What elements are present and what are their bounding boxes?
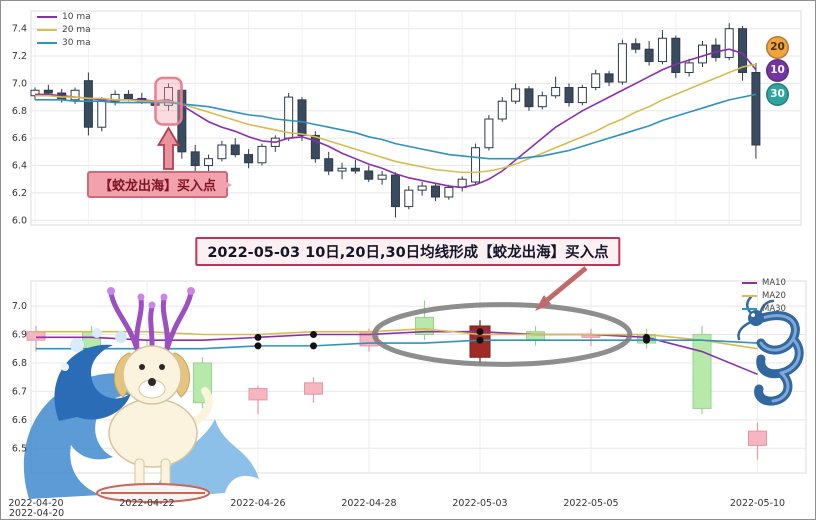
bottom-axis-labels: 6.5 6.6 6.7 6.8 6.9 7.0 2022-04-20 2022-04-22 20… — [8, 301, 785, 509]
svg-text:6.8: 6.8 — [12, 106, 27, 117]
ma20-line-swatch — [742, 295, 757, 297]
buy-point-callout: 【蛟龙出海】买入点 — [87, 171, 233, 198]
svg-text:6.5: 6.5 — [12, 443, 27, 454]
svg-text:2022-04-26: 2022-04-26 — [230, 498, 285, 509]
svg-text:2022-05-10: 2022-05-10 — [730, 498, 785, 509]
ma30-line-swatch — [742, 308, 757, 310]
svg-text:2022-05-05: 2022-05-05 — [563, 498, 618, 509]
bottom-grid — [30, 280, 807, 474]
legend-item-ma10: MA10 — [742, 278, 786, 288]
ma20-line-swatch — [37, 29, 57, 31]
svg-text:6.0: 6.0 — [12, 215, 27, 226]
top-chart-legend: 10 ma 20 ma 30 ma — [37, 12, 91, 48]
ma30-line-swatch — [37, 42, 57, 44]
svg-text:7.2: 7.2 — [12, 51, 27, 62]
svg-text:2022-04-28: 2022-04-28 — [341, 498, 396, 509]
svg-text:2022-04-20: 2022-04-20 — [8, 498, 63, 509]
wave-illustration — [23, 328, 259, 499]
ma30-value-badge: 30 — [766, 83, 789, 106]
legend-label-ma30: MA30 — [762, 304, 786, 314]
legend-item-20ma: 20 ma — [37, 25, 91, 35]
surfing-dog-illustration — [96, 287, 214, 503]
svg-text:7.0: 7.0 — [12, 78, 27, 89]
legend-label-30ma: 30 ma — [62, 38, 91, 48]
top-axis-labels: 6.0 6.2 6.4 6.6 6.8 7.0 7.2 7.4 — [12, 24, 27, 227]
top-buy-point-highlight — [154, 76, 183, 170]
top-candlesticks — [30, 23, 761, 218]
banner-arrow — [535, 266, 588, 311]
ma10-line-swatch — [37, 16, 57, 18]
svg-text:2022-04-22: 2022-04-22 — [119, 498, 174, 509]
svg-text:6.4: 6.4 — [12, 161, 27, 172]
bottom-chart-legend: MA10 MA20 MA30 — [742, 278, 786, 314]
ma20-value-badge: 20 — [766, 36, 789, 59]
legend-item-ma30: MA30 — [742, 304, 786, 314]
svg-text:6.7: 6.7 — [12, 386, 27, 397]
legend-label-ma10: MA10 — [762, 278, 786, 288]
svg-text:7.4: 7.4 — [12, 24, 27, 35]
dragon-illustration — [737, 295, 804, 406]
svg-text:6.9: 6.9 — [12, 330, 27, 341]
top-moving-average-lines — [35, 48, 757, 189]
legend-item-ma20: MA20 — [742, 291, 786, 301]
ma-convergence-ellipse — [372, 302, 633, 367]
legend-label-10ma: 10 ma — [62, 12, 91, 22]
ma10-value-badge: 10 — [766, 59, 789, 82]
legend-label-ma20: MA20 — [762, 291, 786, 301]
svg-text:2022-05-03: 2022-05-03 — [452, 498, 507, 509]
legend-item-30ma: 30 ma — [37, 38, 91, 48]
svg-text:6.6: 6.6 — [12, 133, 27, 144]
legend-label-20ma: 20 ma — [62, 25, 91, 35]
legend-item-10ma: 10 ma — [37, 12, 91, 22]
pattern-banner: 2022-05-03 10日,20日,30日均线形成【蛟龙出海】买入点 — [195, 237, 621, 266]
ma10-line-swatch — [742, 282, 757, 284]
bottom-moving-average-lines — [36, 328, 758, 376]
svg-text:6.8: 6.8 — [12, 358, 27, 369]
svg-text:7.0: 7.0 — [12, 301, 27, 312]
bottom-left-date-label: 2022-04-20 — [9, 508, 65, 519]
svg-text:6.2: 6.2 — [12, 188, 27, 199]
svg-text:6.6: 6.6 — [12, 415, 27, 426]
